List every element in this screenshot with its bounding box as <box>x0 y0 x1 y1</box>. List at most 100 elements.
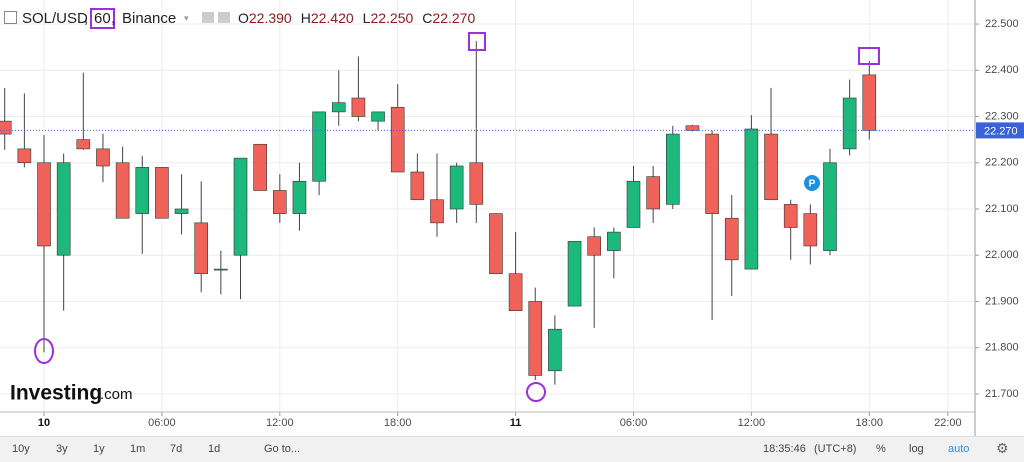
range-button[interactable]: 1d <box>208 443 221 455</box>
candle-body <box>862 74 877 131</box>
candle-body <box>783 204 798 228</box>
candle-body <box>567 241 582 307</box>
highlight-box <box>468 32 486 51</box>
range-button[interactable]: 1y <box>93 443 105 455</box>
last-price-label: 22.270 <box>984 125 1018 137</box>
candle-body <box>37 162 51 247</box>
candle-body <box>744 128 759 270</box>
y-tick-label: 22.000 <box>985 249 1019 261</box>
candle-body <box>214 268 228 271</box>
log-button[interactable]: log <box>909 443 924 455</box>
candle-body <box>469 162 484 205</box>
x-tick-label: 06:00 <box>148 417 176 429</box>
collapse-icon[interactable] <box>4 11 17 24</box>
candle-body <box>96 148 110 167</box>
x-tick-label: 06:00 <box>620 417 648 429</box>
highlight-circle <box>34 338 54 364</box>
candle-body <box>174 208 189 214</box>
candle-body <box>508 273 523 312</box>
candle-body <box>626 180 641 228</box>
y-tick-label: 22.200 <box>985 157 1019 169</box>
y-tick-label: 21.700 <box>985 388 1019 400</box>
candle-body <box>312 111 326 182</box>
percent-button[interactable]: % <box>876 443 886 455</box>
candle-body <box>528 301 543 376</box>
candle-body <box>351 97 366 117</box>
chart: Investing .com P 21.700 21.800 21.900 22.00… <box>0 0 1024 436</box>
ohlc-key: H <box>300 10 311 26</box>
clock: 18:35:46 <box>763 443 806 455</box>
goto-button[interactable]: Go to... <box>264 443 301 455</box>
ohlc-value: 22.270 <box>432 10 476 26</box>
logo-brand: Investing <box>10 382 102 405</box>
y-tick-label: 21.800 <box>985 342 1019 354</box>
last-price-tag <box>976 122 1024 139</box>
candle-body <box>155 167 169 219</box>
candle-body <box>548 328 562 372</box>
candle-body <box>685 125 700 131</box>
range-button[interactable]: 3y <box>56 443 68 455</box>
ohlc-key: O <box>238 10 249 26</box>
exchange: Binance <box>122 10 177 27</box>
x-tick-label: 18:00 <box>384 417 412 429</box>
ohlc-value: 22.420 <box>310 10 354 26</box>
candle-body <box>331 102 346 113</box>
settings-gear[interactable]: ⚙ <box>996 440 1009 456</box>
x-tick-label: 10 <box>38 417 50 429</box>
candle-body <box>253 143 267 191</box>
symbol: SOL/USD <box>22 10 88 27</box>
highlight-box <box>858 47 880 65</box>
candle-body <box>764 133 778 201</box>
range-button[interactable]: 1m <box>130 443 146 455</box>
timezone: (UTC+8) <box>814 443 857 455</box>
dropdown-arrow[interactable]: ▾ <box>184 13 189 23</box>
settings-icon[interactable] <box>202 12 214 23</box>
y-tick-label: 22.100 <box>985 203 1019 215</box>
auto-button[interactable]: auto <box>948 443 970 455</box>
candle-body <box>390 106 405 173</box>
x-tick-label: 22:00 <box>934 417 962 429</box>
candle-body <box>115 162 130 219</box>
candle-body <box>724 217 739 261</box>
candle-body <box>371 111 385 122</box>
logo-suffix: .com <box>100 386 133 403</box>
candle-body <box>430 199 444 224</box>
candle-body <box>665 133 680 205</box>
highlight-circle <box>526 382 546 402</box>
candle-body <box>449 165 464 210</box>
ohlc-key: C <box>422 10 433 26</box>
ohlc-value: 22.250 <box>370 10 414 26</box>
candle-body <box>135 167 150 214</box>
candle-body <box>410 171 425 201</box>
close-icon[interactable] <box>218 12 230 23</box>
candle-body <box>76 139 91 150</box>
x-tick-label: 12:00 <box>266 417 294 429</box>
candle-body <box>587 236 601 256</box>
y-tick-label: 22.400 <box>985 64 1019 76</box>
event-marker-label: P <box>809 179 816 190</box>
candle-body <box>646 176 660 210</box>
x-tick-label: 18:00 <box>856 417 884 429</box>
candle-body <box>292 180 307 214</box>
x-tick-label: 11 <box>510 417 522 429</box>
toolbar: 10y 3y 1y 1m 7d 1d Go to... 18:35:46 (UTC+8) … <box>0 436 1024 462</box>
interval[interactable]: 60 <box>90 8 115 29</box>
candle-body <box>823 162 837 251</box>
candle-body <box>803 213 818 247</box>
candle-body <box>489 213 503 275</box>
event-marker[interactable] <box>804 175 820 191</box>
ohlc-values: O22.390 H22.420 L22.250 C22.270 <box>238 10 475 26</box>
ohlc-key: L <box>362 10 371 26</box>
candle-body <box>17 148 32 164</box>
y-tick-label: 21.900 <box>985 295 1019 307</box>
y-tick-label: 22.500 <box>985 18 1019 30</box>
candle-body <box>705 133 719 214</box>
range-button[interactable]: 7d <box>170 443 183 455</box>
range-button[interactable]: 10y <box>12 443 30 455</box>
x-tick-label: 12:00 <box>738 417 766 429</box>
ohlc-value: 22.390 <box>248 10 292 26</box>
candle-body <box>194 222 209 275</box>
candle-body <box>607 231 621 251</box>
candle-body <box>233 157 248 256</box>
